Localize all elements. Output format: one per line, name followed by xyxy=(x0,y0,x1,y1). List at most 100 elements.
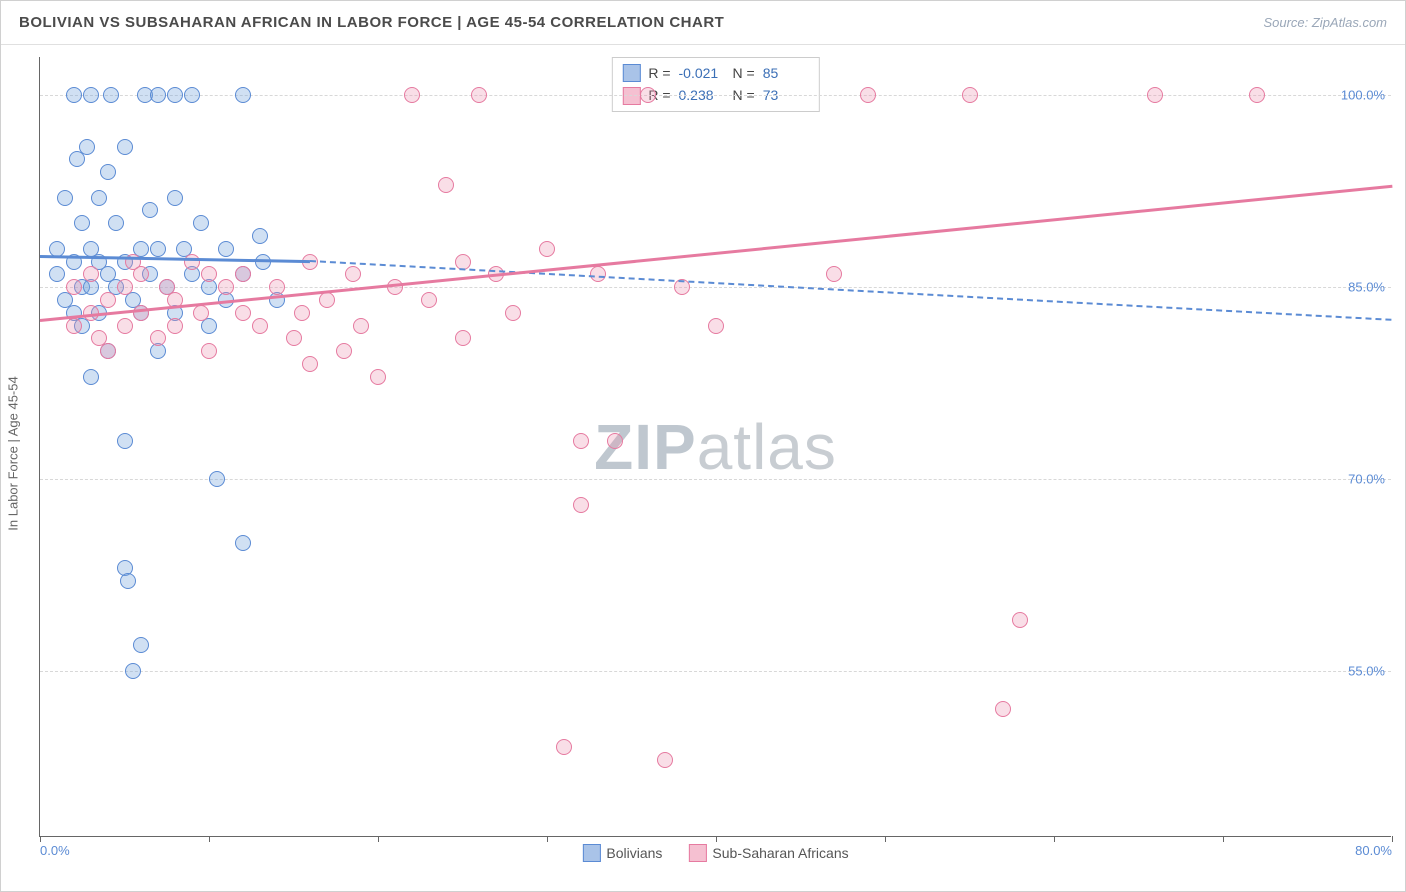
data-point xyxy=(1147,87,1163,103)
data-point xyxy=(573,433,589,449)
r-label: R = xyxy=(648,62,670,84)
data-point xyxy=(83,266,99,282)
data-point xyxy=(995,701,1011,717)
data-point xyxy=(826,266,842,282)
legend-row-bolivians: R = -0.021 N = 85 xyxy=(622,62,808,84)
series-name-subsaharan: Sub-Saharan Africans xyxy=(712,845,848,861)
data-point xyxy=(294,305,310,321)
data-point xyxy=(505,305,521,321)
data-point xyxy=(150,241,166,257)
x-tick-mark xyxy=(209,836,210,842)
data-point xyxy=(1012,612,1028,628)
data-point xyxy=(133,266,149,282)
x-tick-mark xyxy=(547,836,548,842)
y-tick-label: 100.0% xyxy=(1341,88,1385,103)
data-point xyxy=(83,87,99,103)
source-label: Source: ZipAtlas.com xyxy=(1263,15,1387,30)
data-point xyxy=(83,369,99,385)
x-tick-mark xyxy=(716,836,717,842)
x-tick-label: 80.0% xyxy=(1355,843,1392,858)
r-value-bolivians: -0.021 xyxy=(679,62,725,84)
data-point xyxy=(117,279,133,295)
gridline xyxy=(40,671,1391,672)
data-point xyxy=(640,87,656,103)
data-point xyxy=(353,318,369,334)
data-point xyxy=(252,228,268,244)
y-tick-label: 55.0% xyxy=(1348,663,1385,678)
data-point xyxy=(539,241,555,257)
data-point xyxy=(201,343,217,359)
data-point xyxy=(100,164,116,180)
data-point xyxy=(66,318,82,334)
x-tick-mark xyxy=(1392,836,1393,842)
gridline xyxy=(40,479,1391,480)
data-point xyxy=(142,202,158,218)
data-point xyxy=(209,471,225,487)
data-point xyxy=(91,190,107,206)
data-point xyxy=(120,573,136,589)
data-point xyxy=(57,190,73,206)
data-point xyxy=(573,497,589,513)
title-bar: BOLIVIAN VS SUBSAHARAN AFRICAN IN LABOR … xyxy=(1,1,1405,45)
x-tick-label: 0.0% xyxy=(40,843,70,858)
swatch-icon xyxy=(582,844,600,862)
x-tick-mark xyxy=(40,836,41,842)
legend-item-bolivians: Bolivians xyxy=(582,844,662,862)
n-label: N = xyxy=(733,62,755,84)
data-point xyxy=(133,637,149,653)
data-point xyxy=(108,215,124,231)
data-point xyxy=(150,87,166,103)
n-value-bolivians: 85 xyxy=(763,62,809,84)
data-point xyxy=(117,318,133,334)
swatch-icon xyxy=(688,844,706,862)
series-name-bolivians: Bolivians xyxy=(606,845,662,861)
data-point xyxy=(133,305,149,321)
data-point xyxy=(100,343,116,359)
legend-series: Bolivians Sub-Saharan Africans xyxy=(582,844,848,862)
data-point xyxy=(100,292,116,308)
data-point xyxy=(252,318,268,334)
data-point xyxy=(455,330,471,346)
x-tick-mark xyxy=(378,836,379,842)
data-point xyxy=(167,318,183,334)
data-point xyxy=(184,254,200,270)
chart-container: BOLIVIAN VS SUBSAHARAN AFRICAN IN LABOR … xyxy=(0,0,1406,892)
data-point xyxy=(235,266,251,282)
data-point xyxy=(708,318,724,334)
chart-title: BOLIVIAN VS SUBSAHARAN AFRICAN IN LABOR … xyxy=(19,14,724,31)
data-point xyxy=(962,87,978,103)
trend-line xyxy=(40,185,1392,322)
data-point xyxy=(370,369,386,385)
legend-stats: R = -0.021 N = 85 R = 0.238 N = 73 xyxy=(611,57,819,112)
data-point xyxy=(471,87,487,103)
y-tick-label: 85.0% xyxy=(1348,280,1385,295)
data-point xyxy=(125,663,141,679)
swatch-bolivians xyxy=(622,64,640,82)
x-tick-mark xyxy=(885,836,886,842)
data-point xyxy=(66,279,82,295)
x-tick-mark xyxy=(1223,836,1224,842)
y-axis-label: In Labor Force | Age 45-54 xyxy=(6,376,21,530)
data-point xyxy=(345,266,361,282)
data-point xyxy=(117,433,133,449)
watermark-atlas: atlas xyxy=(697,411,837,483)
trend-line xyxy=(310,260,1392,321)
data-point xyxy=(421,292,437,308)
data-point xyxy=(184,87,200,103)
data-point xyxy=(438,177,454,193)
watermark: ZIPatlas xyxy=(594,410,837,484)
data-point xyxy=(69,151,85,167)
data-point xyxy=(404,87,420,103)
data-point xyxy=(117,139,133,155)
data-point xyxy=(235,87,251,103)
data-point xyxy=(319,292,335,308)
data-point xyxy=(103,87,119,103)
y-tick-label: 70.0% xyxy=(1348,471,1385,486)
data-point xyxy=(49,266,65,282)
legend-item-subsaharan: Sub-Saharan Africans xyxy=(688,844,848,862)
data-point xyxy=(66,87,82,103)
data-point xyxy=(201,266,217,282)
data-point xyxy=(218,279,234,295)
data-point xyxy=(556,739,572,755)
data-point xyxy=(235,535,251,551)
